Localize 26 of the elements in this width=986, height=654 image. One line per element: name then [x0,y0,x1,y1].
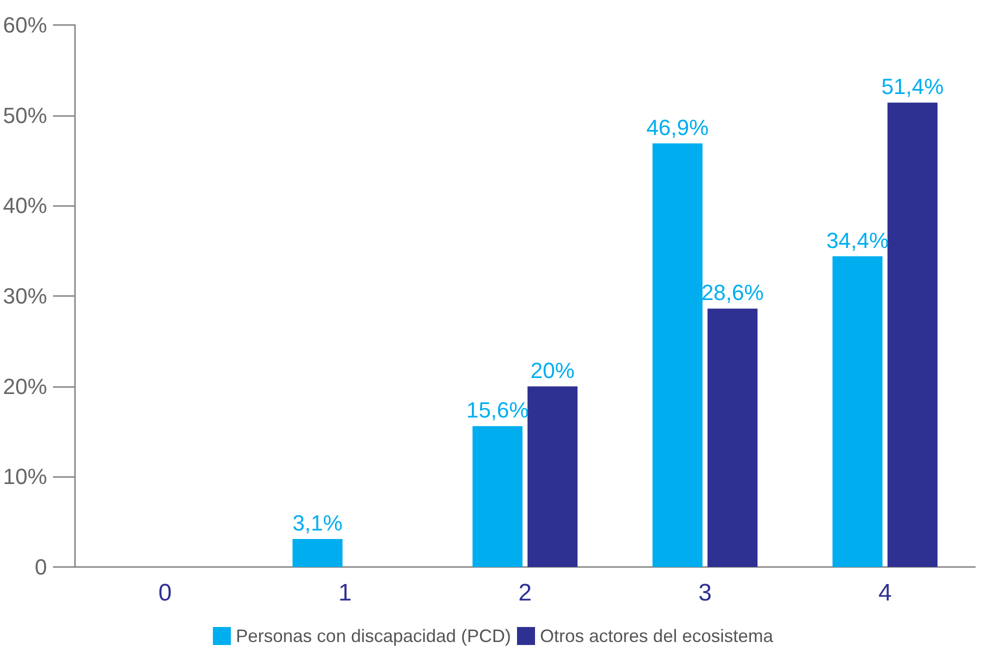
legend-label: Personas con discapacidad (PCD) [236,626,512,646]
bar [528,386,578,567]
x-tick-label: 4 [878,580,892,606]
x-tick-label: 0 [158,580,172,606]
data-label: 51,4% [881,74,944,100]
data-label: 46,9% [646,114,709,140]
legend-label: Otros actores del ecosistema [540,626,774,646]
y-tick-label: 40% [2,193,48,218]
bar [888,102,938,567]
x-tick-label: 3 [698,580,712,606]
bar [292,538,343,567]
bar [652,143,703,567]
y-tick-label: 10% [2,464,48,490]
x-tick-label: 2 [518,580,532,606]
y-tick-label: 30% [2,284,48,308]
bar [832,256,883,567]
bar [708,308,758,567]
x-tick-label: 1 [338,580,352,606]
y-tick-label: 0 [34,554,48,580]
y-tick-label: 50% [2,102,48,128]
y-tick-label: 20% [2,374,48,399]
data-label: 28,6% [701,280,764,306]
y-tick-label: 60% [2,12,48,38]
bar [472,426,523,567]
data-label: 20% [530,358,575,383]
data-label: 3,1% [292,510,343,536]
